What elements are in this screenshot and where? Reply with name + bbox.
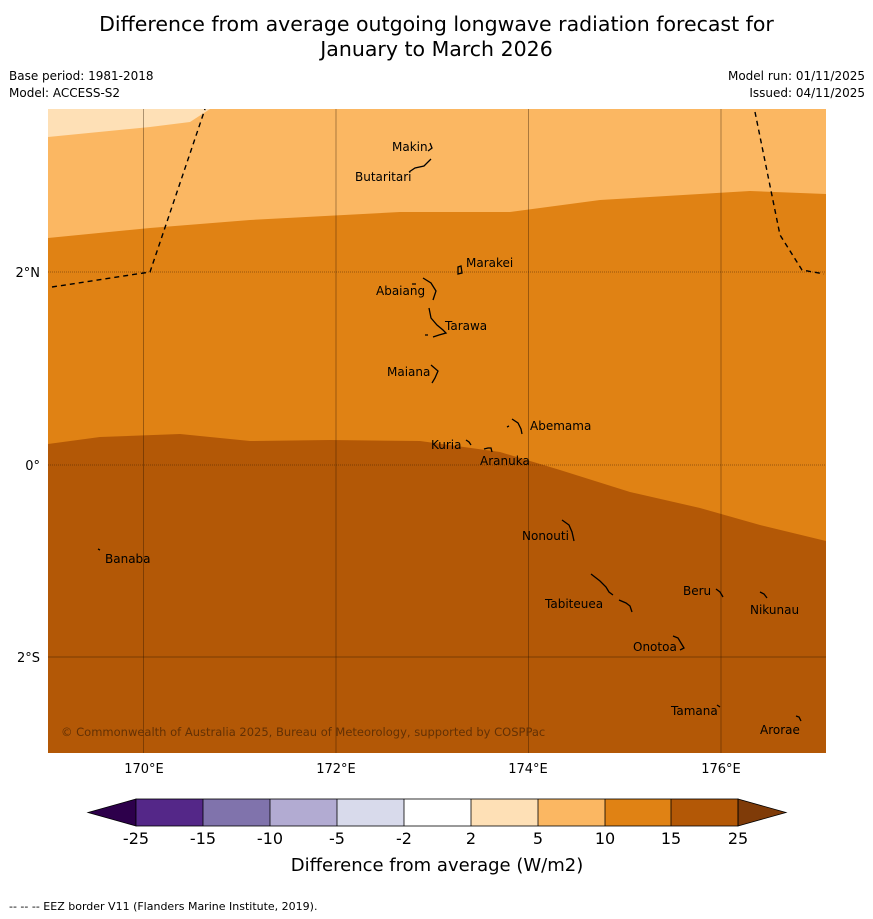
- island-label-banaba: Banaba: [105, 552, 151, 566]
- colorbar-bin-5: [404, 799, 471, 826]
- colorbar-tick: 15: [661, 829, 681, 848]
- title-line-1: Difference from average outgoing longwav…: [99, 12, 774, 36]
- colorbar-bin-3: [270, 799, 337, 826]
- lon-label-170e: 170°E: [124, 762, 164, 777]
- colorbar-bin-9: [671, 799, 738, 826]
- island-label-abemama: Abemama: [530, 419, 591, 433]
- island-banaba-outline: [97, 548, 101, 551]
- colorbar-tick: -5: [329, 829, 345, 848]
- colorbar-tick: -2: [396, 829, 412, 848]
- island-label-tarawa: Tarawa: [444, 319, 487, 333]
- meta-left: Base period: 1981-2018 Model: ACCESS-S2: [9, 68, 154, 102]
- island-label-arorae: Arorae: [760, 723, 800, 737]
- colorbar-bin-2: [203, 799, 270, 826]
- island-marakei-outline: [457, 265, 463, 275]
- island-abemama-outline: [506, 418, 523, 435]
- island-nikunau-outline: [759, 591, 768, 599]
- island-beru-outline: [715, 588, 724, 598]
- issued-date: Issued: 04/11/2025: [749, 86, 865, 100]
- model-name: Model: ACCESS-S2: [9, 86, 121, 100]
- island-label-maiana: Maiana: [387, 365, 430, 379]
- island-label-nikunau: Nikunau: [750, 603, 799, 617]
- colorbar-tick: 5: [533, 829, 543, 848]
- island-onotoa-outline: [672, 635, 685, 651]
- colorbar-dividers: [135, 798, 739, 827]
- island-maiana-outline: [430, 364, 439, 384]
- lon-label-176e: 176°E: [701, 762, 741, 777]
- colorbar-bin-7: [538, 799, 605, 826]
- title-line-2: January to March 2026: [320, 37, 553, 61]
- island-label-tabiteuea: Tabiteuea: [544, 597, 603, 611]
- island-tarawa-outline: [425, 307, 448, 338]
- island-nonouti-outline: [561, 519, 575, 542]
- colorbar-ticks: -25 -15 -10 -5 -2 2 5 10 15 25: [123, 829, 748, 848]
- band-2-5: [48, 109, 210, 137]
- copyright-notice: © Commonwealth of Australia 2025, Bureau…: [61, 725, 545, 739]
- model-run: Model run: 01/11/2025: [727, 69, 865, 83]
- colorbar-tick: -10: [257, 829, 283, 848]
- island-label-aranuka: Aranuka: [480, 454, 530, 468]
- island-label-tamana: Tamana: [670, 704, 718, 718]
- colorbar-tick: 25: [728, 829, 748, 848]
- island-label-butaritari: Butaritari: [355, 170, 412, 184]
- colorbar-tick: 10: [595, 829, 615, 848]
- lat-label-2n: 2°N: [16, 266, 41, 281]
- eez-border: [51, 109, 825, 288]
- colorbar-bin-1: [136, 799, 203, 826]
- island-arorae-outline: [795, 715, 802, 722]
- island-label-onotoa: Onotoa: [633, 640, 677, 654]
- colorbar-extend-high: [737, 798, 788, 827]
- meta-right: Model run: 01/11/2025 Issued: 04/11/2025: [728, 68, 865, 102]
- island-label-abaiang: Abaiang: [376, 284, 425, 298]
- colorbar-bin-8: [605, 799, 671, 826]
- island-label-kuria: Kuria: [431, 438, 462, 452]
- colorbar-tick: -15: [190, 829, 216, 848]
- band-15-25: [48, 434, 826, 753]
- lon-label-174e: 174°E: [508, 762, 548, 777]
- island-makin-outline: [427, 142, 433, 152]
- lat-label-2s: 2°S: [17, 651, 40, 666]
- island-tabiteuea-outline: [590, 573, 633, 613]
- island-outlines: [97, 142, 802, 722]
- colorbar-bin-4: [337, 799, 404, 826]
- colorbar-tick: 2: [466, 829, 476, 848]
- base-period: Base period: 1981-2018: [9, 69, 154, 83]
- lat-label-0: 0°: [25, 459, 40, 474]
- colorbar: -25 -15 -10 -5 -2 2 5 10 15 25 Differenc…: [86, 798, 788, 876]
- island-label-beru: Beru: [683, 584, 711, 598]
- island-labels: Makin Butaritari Marakei Abaiang Tarawa …: [105, 140, 800, 737]
- island-butaritari-outline: [408, 158, 432, 173]
- colorbar-tick: -25: [123, 829, 149, 848]
- lat-labels: 2°N 0° 2°S: [16, 266, 41, 666]
- map-area: Makin Butaritari Marakei Abaiang Tarawa …: [48, 109, 826, 753]
- island-kuria-outline: [465, 439, 472, 446]
- island-label-marakei: Marakei: [466, 256, 513, 270]
- island-abaiang-outline: [412, 277, 437, 301]
- lon-labels: 170°E 172°E 174°E 176°E: [124, 762, 741, 777]
- island-tamana-outline: [716, 704, 721, 708]
- eez-footnote: -- -- -- EEZ border V11 (Flanders Marine…: [9, 900, 318, 913]
- island-label-makin: Makin: [392, 140, 428, 154]
- colorbar-bin-6: [471, 799, 538, 826]
- lon-label-172e: 172°E: [316, 762, 356, 777]
- island-aranuka-outline: [483, 447, 493, 453]
- colorbar-label: Difference from average (W/m2): [291, 855, 583, 876]
- gridlines: [48, 109, 826, 753]
- colorbar-extend-low: [86, 798, 137, 827]
- island-label-nonouti: Nonouti: [522, 529, 569, 543]
- chart-title: Difference from average outgoing longwav…: [0, 12, 873, 62]
